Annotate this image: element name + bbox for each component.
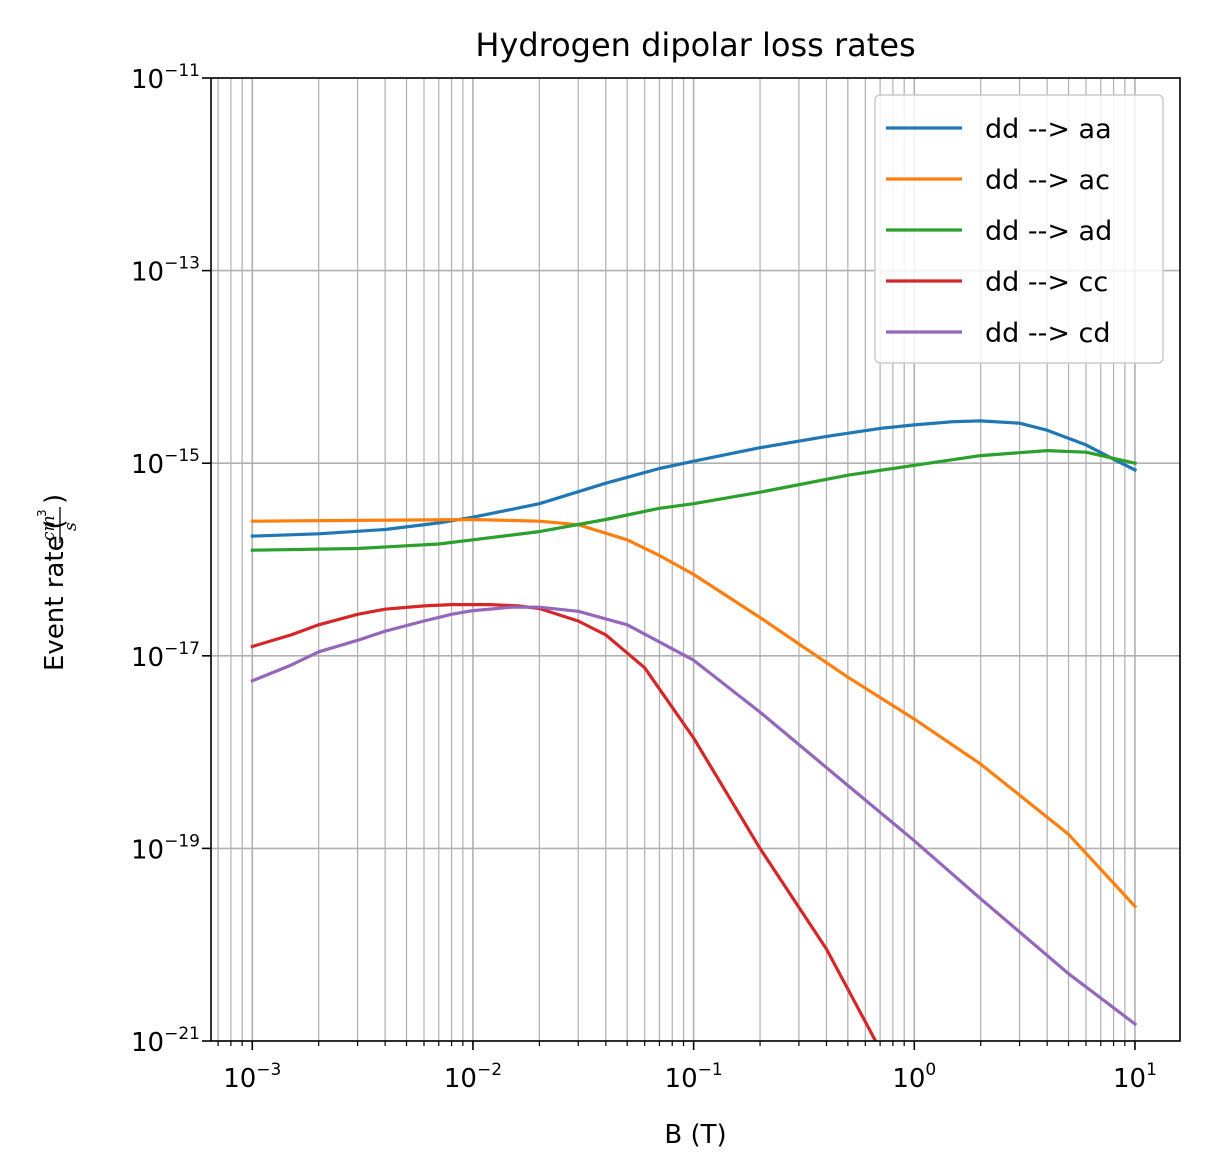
y-axis-label-group: Event rate( cm 3 s )	[35, 494, 81, 671]
y-axis-label: Event rate(	[40, 519, 70, 671]
x-tick-labels: 10−3 10−2 10−1 100 101	[223, 1060, 1157, 1094]
legend-item: dd --> ad	[886, 216, 1112, 247]
legend-label: dd --> cc	[985, 267, 1108, 298]
x-tick-label: 10−1	[665, 1060, 723, 1094]
series-line-1	[250, 517, 1138, 909]
y-tick-label: 10−11	[131, 61, 200, 95]
series-line-0	[250, 419, 1138, 538]
y-tick-label: 10−15	[131, 446, 200, 480]
legend: dd --> aa dd --> ac dd --> ad dd --> cc dd -…	[874, 94, 1164, 364]
y-axis-label-text: Event rate	[40, 535, 70, 671]
y-unit-denominator: s	[61, 522, 81, 531]
legend-item: dd --> aa	[886, 114, 1112, 145]
y-tick-label: 10−21	[131, 1024, 200, 1058]
series-line-3	[250, 602, 878, 1041]
y-unit-numerator: cm	[39, 515, 59, 541]
y-tick-label: 10−19	[131, 831, 200, 865]
y-axis-label-close: )	[40, 494, 70, 504]
legend-label: dd --> ac	[985, 165, 1110, 196]
x-tick-label: 10−2	[444, 1060, 502, 1094]
x-tick-label: 100	[892, 1060, 936, 1094]
legend-label: dd --> cd	[985, 318, 1111, 349]
series-line-4	[250, 605, 1138, 1027]
y-tick-labels: 10−21 10−19 10−17 10−15 10−13 10−11	[131, 61, 200, 1058]
legend-box	[874, 94, 1164, 364]
y-tick-label: 10−17	[131, 639, 200, 673]
series-line-2	[250, 449, 1137, 552]
x-tick-label: 101	[1113, 1060, 1157, 1094]
x-tick-label: 10−3	[223, 1060, 281, 1094]
legend-item: dd --> ac	[886, 165, 1110, 196]
legend-item: dd --> cc	[886, 267, 1108, 298]
axis-ticks	[202, 77, 1136, 1050]
y-tick-label: 10−13	[131, 254, 200, 288]
plot-frame	[210, 77, 1181, 1042]
legend-item: dd --> cd	[886, 318, 1111, 349]
x-axis-label: B (T)	[664, 1120, 726, 1150]
series-lines	[250, 419, 1138, 1041]
legend-label: dd --> aa	[985, 114, 1112, 145]
y-unit-exponent: 3	[35, 509, 49, 517]
grid	[211, 78, 1180, 1041]
legend-label: dd --> ad	[985, 216, 1112, 247]
chart-title: Hydrogen dipolar loss rates	[475, 26, 915, 64]
